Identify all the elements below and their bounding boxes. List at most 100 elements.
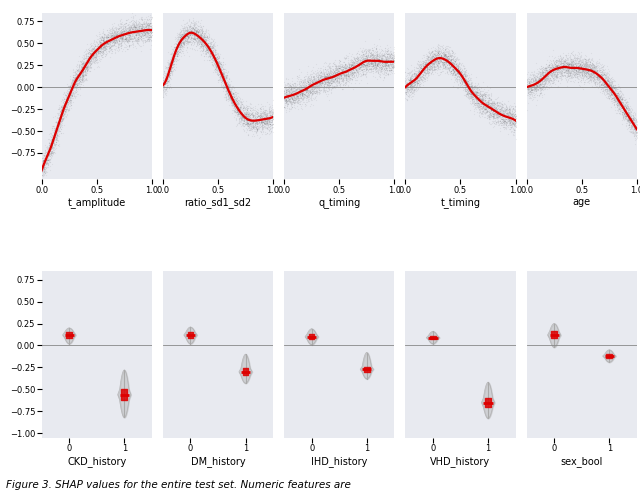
Point — [426, 54, 436, 62]
Point — [402, 80, 412, 89]
Point — [435, 56, 445, 64]
Point — [586, 73, 596, 81]
Point — [182, 43, 192, 51]
Point — [257, 109, 268, 117]
Point — [486, 102, 496, 110]
Point — [123, 30, 133, 38]
Point — [558, 63, 568, 71]
Point — [322, 69, 332, 77]
Point — [345, 63, 355, 71]
Point — [56, 118, 67, 126]
Point — [323, 67, 333, 75]
Point — [170, 39, 180, 47]
Point — [360, 45, 371, 53]
Point — [136, 31, 147, 39]
Point — [231, 92, 241, 100]
Point — [156, 83, 166, 92]
Point — [41, 159, 51, 167]
Point — [372, 69, 383, 77]
Point — [383, 52, 394, 60]
Point — [624, 116, 634, 124]
Point — [582, 61, 593, 69]
Point — [102, 38, 112, 46]
Point — [554, 62, 564, 70]
Point — [51, 124, 61, 132]
Point — [589, 62, 599, 70]
Point — [244, 103, 255, 111]
Point — [578, 73, 588, 81]
Point — [337, 66, 347, 74]
Point — [329, 75, 339, 83]
Point — [145, 17, 156, 25]
Point — [502, 106, 512, 114]
Point — [559, 71, 569, 79]
Point — [588, 69, 598, 77]
Point — [282, 102, 292, 110]
Point — [468, 87, 479, 95]
Point — [589, 69, 600, 77]
Point — [498, 109, 508, 117]
Point — [537, 67, 547, 75]
Point — [310, 87, 320, 95]
Point — [228, 105, 238, 113]
Point — [64, 106, 74, 114]
Point — [381, 67, 392, 75]
Point — [409, 75, 419, 83]
Point — [54, 113, 65, 121]
Point — [482, 88, 492, 96]
Point — [85, 59, 95, 67]
Text: Figure 3. SHAP values for the entire test set. Numeric features are: Figure 3. SHAP values for the entire tes… — [6, 480, 351, 490]
Point — [161, 85, 172, 93]
Point — [486, 104, 497, 112]
Point — [95, 40, 106, 48]
Point — [520, 89, 530, 97]
Point — [65, 97, 75, 105]
Point — [448, 55, 458, 63]
Point — [341, 73, 351, 81]
Point — [576, 59, 586, 67]
Point — [81, 60, 91, 68]
Point — [236, 118, 246, 126]
Point — [258, 118, 268, 126]
Point — [603, 90, 613, 98]
Point — [427, 60, 437, 68]
Point — [550, 65, 560, 73]
Point — [109, 45, 120, 53]
Point — [115, 19, 125, 27]
Point — [280, 91, 290, 99]
Point — [203, 36, 213, 44]
Point — [575, 71, 586, 79]
Point — [614, 98, 624, 106]
Point — [173, 48, 184, 56]
Point — [301, 87, 311, 95]
Point — [292, 89, 303, 97]
Point — [45, 144, 55, 152]
Point — [412, 76, 422, 85]
Point — [177, 32, 187, 40]
Point — [609, 96, 620, 104]
Point — [478, 87, 488, 95]
Point — [172, 56, 182, 64]
Point — [431, 57, 442, 65]
Point — [251, 124, 261, 132]
Point — [285, 85, 295, 93]
Point — [407, 79, 417, 88]
Point — [445, 62, 456, 70]
Point — [86, 50, 97, 58]
Point — [200, 33, 210, 41]
Point — [539, 75, 549, 83]
Point — [305, 89, 316, 97]
Point — [586, 72, 596, 80]
Point — [42, 156, 52, 164]
Point — [523, 80, 533, 89]
Point — [440, 56, 451, 64]
Point — [176, 34, 186, 42]
Point — [465, 78, 475, 86]
Point — [257, 119, 268, 127]
Point — [380, 56, 390, 64]
Point — [541, 72, 552, 80]
Point — [425, 59, 435, 67]
Point — [216, 64, 226, 72]
Point — [565, 54, 575, 62]
Point — [487, 98, 497, 106]
